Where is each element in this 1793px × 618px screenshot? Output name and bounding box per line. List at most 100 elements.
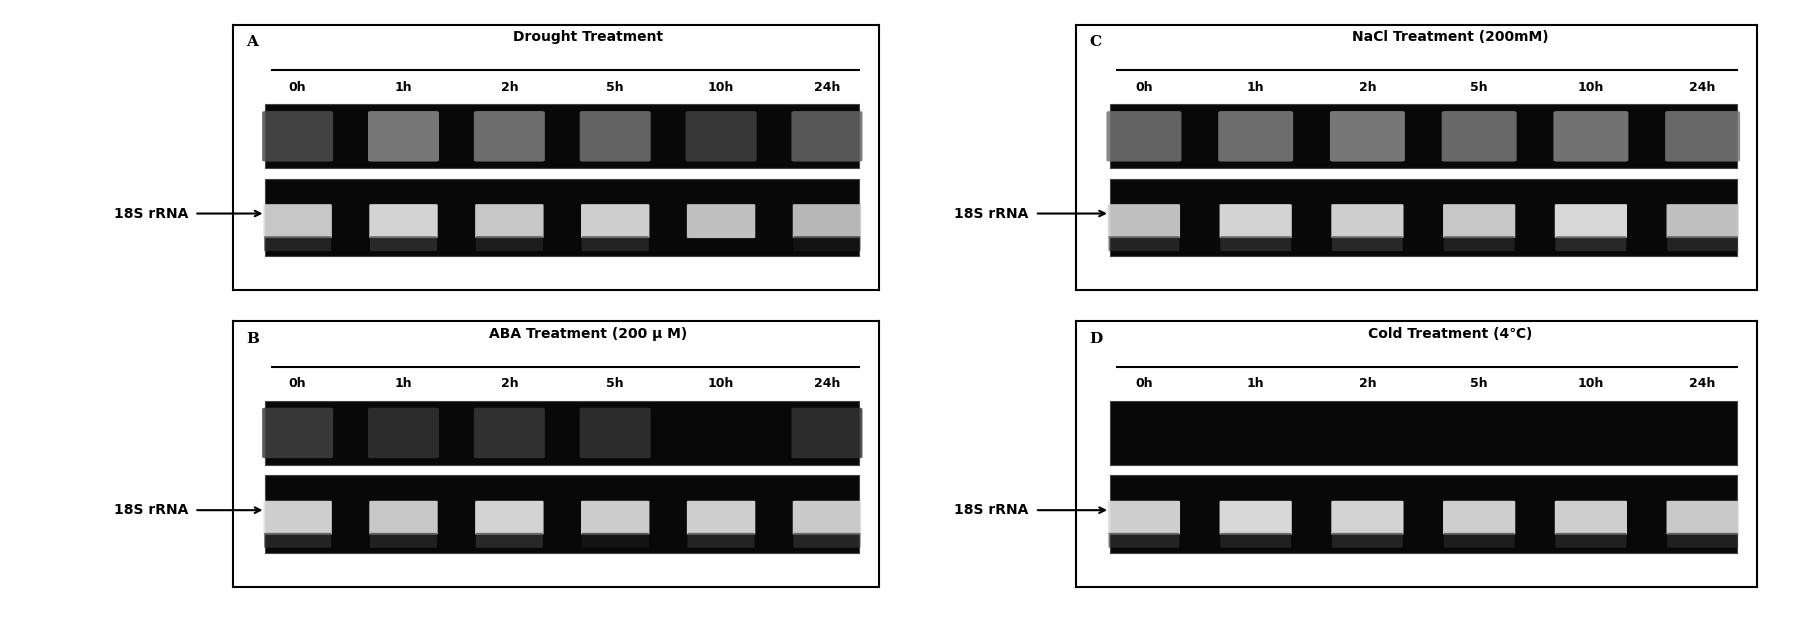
- FancyBboxPatch shape: [793, 533, 861, 548]
- FancyBboxPatch shape: [369, 204, 437, 238]
- FancyBboxPatch shape: [1443, 204, 1515, 238]
- FancyBboxPatch shape: [1217, 111, 1293, 161]
- FancyBboxPatch shape: [1666, 111, 1739, 161]
- FancyBboxPatch shape: [368, 111, 439, 161]
- Text: 10h: 10h: [708, 377, 735, 390]
- FancyBboxPatch shape: [475, 204, 543, 238]
- FancyBboxPatch shape: [579, 111, 651, 161]
- FancyBboxPatch shape: [1106, 111, 1182, 161]
- FancyBboxPatch shape: [791, 408, 862, 458]
- FancyBboxPatch shape: [1108, 204, 1180, 238]
- Text: 2h: 2h: [1359, 377, 1377, 390]
- FancyBboxPatch shape: [1443, 501, 1515, 535]
- FancyBboxPatch shape: [475, 236, 543, 251]
- Text: 5h: 5h: [1470, 80, 1488, 93]
- FancyBboxPatch shape: [1443, 236, 1515, 251]
- Bar: [265, 104, 859, 168]
- FancyBboxPatch shape: [264, 533, 332, 548]
- Text: Drought Treatment: Drought Treatment: [513, 30, 663, 44]
- FancyBboxPatch shape: [687, 533, 755, 548]
- FancyBboxPatch shape: [1108, 501, 1180, 535]
- FancyBboxPatch shape: [1108, 236, 1180, 251]
- FancyBboxPatch shape: [1219, 501, 1291, 535]
- FancyBboxPatch shape: [581, 236, 649, 251]
- FancyBboxPatch shape: [369, 501, 437, 535]
- FancyBboxPatch shape: [793, 236, 861, 251]
- FancyBboxPatch shape: [369, 533, 437, 548]
- FancyBboxPatch shape: [262, 408, 333, 458]
- Text: 1h: 1h: [394, 377, 412, 390]
- FancyBboxPatch shape: [1556, 236, 1626, 251]
- Text: 10h: 10h: [1578, 377, 1605, 390]
- FancyBboxPatch shape: [262, 111, 333, 161]
- FancyBboxPatch shape: [475, 501, 543, 535]
- FancyBboxPatch shape: [1330, 501, 1404, 535]
- Text: C: C: [1090, 35, 1101, 49]
- FancyBboxPatch shape: [685, 111, 757, 161]
- Text: 24h: 24h: [1689, 377, 1716, 390]
- Bar: [1110, 401, 1737, 465]
- Text: 1h: 1h: [1246, 80, 1264, 93]
- Text: 2h: 2h: [1359, 80, 1377, 93]
- Text: 1h: 1h: [1246, 377, 1264, 390]
- Text: 18S rRNA: 18S rRNA: [954, 503, 1027, 517]
- FancyBboxPatch shape: [793, 204, 861, 238]
- FancyBboxPatch shape: [264, 236, 332, 251]
- Text: 0h: 0h: [289, 80, 307, 93]
- FancyBboxPatch shape: [369, 236, 437, 251]
- Bar: [1110, 104, 1737, 168]
- FancyBboxPatch shape: [1221, 533, 1291, 548]
- FancyBboxPatch shape: [1667, 236, 1737, 251]
- FancyBboxPatch shape: [581, 501, 649, 535]
- FancyBboxPatch shape: [368, 408, 439, 458]
- Text: B: B: [246, 332, 258, 346]
- Text: 0h: 0h: [1135, 80, 1153, 93]
- Text: 10h: 10h: [1578, 80, 1605, 93]
- FancyBboxPatch shape: [475, 533, 543, 548]
- FancyBboxPatch shape: [1219, 204, 1291, 238]
- FancyBboxPatch shape: [687, 501, 755, 535]
- FancyBboxPatch shape: [264, 501, 332, 535]
- Text: 0h: 0h: [289, 377, 307, 390]
- FancyBboxPatch shape: [473, 111, 545, 161]
- FancyBboxPatch shape: [1108, 533, 1180, 548]
- FancyBboxPatch shape: [1332, 236, 1402, 251]
- Text: 5h: 5h: [606, 80, 624, 93]
- Text: 24h: 24h: [814, 377, 841, 390]
- Text: 18S rRNA: 18S rRNA: [113, 206, 188, 221]
- FancyBboxPatch shape: [1666, 501, 1739, 535]
- FancyBboxPatch shape: [1555, 501, 1626, 535]
- Text: 10h: 10h: [708, 80, 735, 93]
- Text: 18S rRNA: 18S rRNA: [954, 206, 1027, 221]
- Bar: [265, 401, 859, 465]
- Text: 24h: 24h: [814, 80, 841, 93]
- Text: A: A: [246, 35, 258, 49]
- FancyBboxPatch shape: [581, 204, 649, 238]
- Text: NaCl Treatment (200mM): NaCl Treatment (200mM): [1352, 30, 1549, 44]
- Bar: [265, 179, 859, 256]
- Text: 5h: 5h: [1470, 377, 1488, 390]
- Text: ABA Treatment (200 μ M): ABA Treatment (200 μ M): [489, 327, 687, 341]
- FancyBboxPatch shape: [1666, 204, 1739, 238]
- Text: D: D: [1090, 332, 1103, 346]
- FancyBboxPatch shape: [264, 204, 332, 238]
- Bar: [265, 475, 859, 552]
- FancyBboxPatch shape: [579, 408, 651, 458]
- FancyBboxPatch shape: [791, 111, 862, 161]
- FancyBboxPatch shape: [1553, 111, 1628, 161]
- Bar: [1110, 475, 1737, 552]
- Text: 2h: 2h: [500, 80, 518, 93]
- FancyBboxPatch shape: [1667, 533, 1737, 548]
- FancyBboxPatch shape: [1221, 236, 1291, 251]
- FancyBboxPatch shape: [793, 501, 861, 535]
- Text: 0h: 0h: [1135, 377, 1153, 390]
- FancyBboxPatch shape: [1556, 533, 1626, 548]
- Bar: [1110, 179, 1737, 256]
- FancyBboxPatch shape: [1330, 111, 1406, 161]
- FancyBboxPatch shape: [687, 204, 755, 238]
- FancyBboxPatch shape: [581, 533, 649, 548]
- Text: 1h: 1h: [394, 80, 412, 93]
- FancyBboxPatch shape: [473, 408, 545, 458]
- Text: 18S rRNA: 18S rRNA: [113, 503, 188, 517]
- FancyBboxPatch shape: [1555, 204, 1626, 238]
